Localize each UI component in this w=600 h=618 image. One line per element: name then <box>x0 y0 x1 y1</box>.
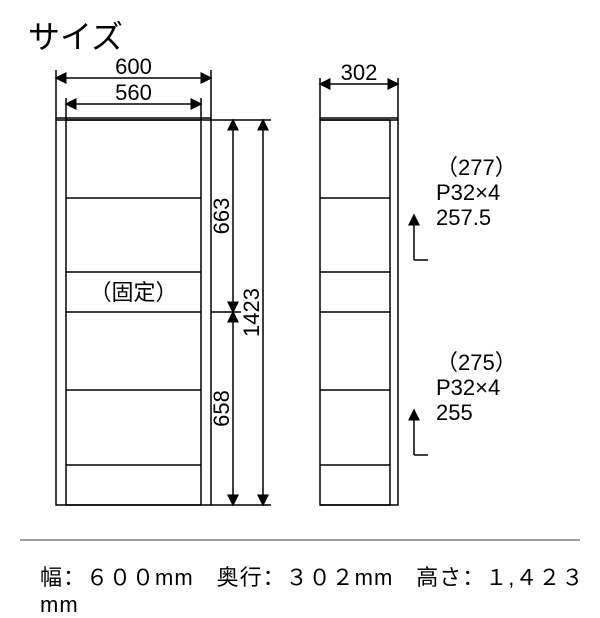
dimension-diagram: （固定）6005606636581423302（277）P32×4257.5（2… <box>0 0 600 600</box>
dim-width-outer: 600 <box>115 54 152 79</box>
note-upper-pitch: P32×4 <box>436 180 500 205</box>
dim-width-inner: 560 <box>115 80 152 105</box>
dim-height-total: 1423 <box>239 288 264 337</box>
dim-height-lower: 658 <box>209 390 234 427</box>
note-lower-val: 255 <box>436 400 473 425</box>
fixed-shelf-label: （固定） <box>89 280 177 305</box>
note-upper-paren: （277） <box>436 155 517 180</box>
note-lower-paren: （275） <box>436 350 517 375</box>
dim-height-upper: 663 <box>209 198 234 235</box>
note-upper-val: 257.5 <box>436 205 491 230</box>
dim-depth: 302 <box>341 60 378 85</box>
note-lower-pitch: P32×4 <box>436 375 500 400</box>
